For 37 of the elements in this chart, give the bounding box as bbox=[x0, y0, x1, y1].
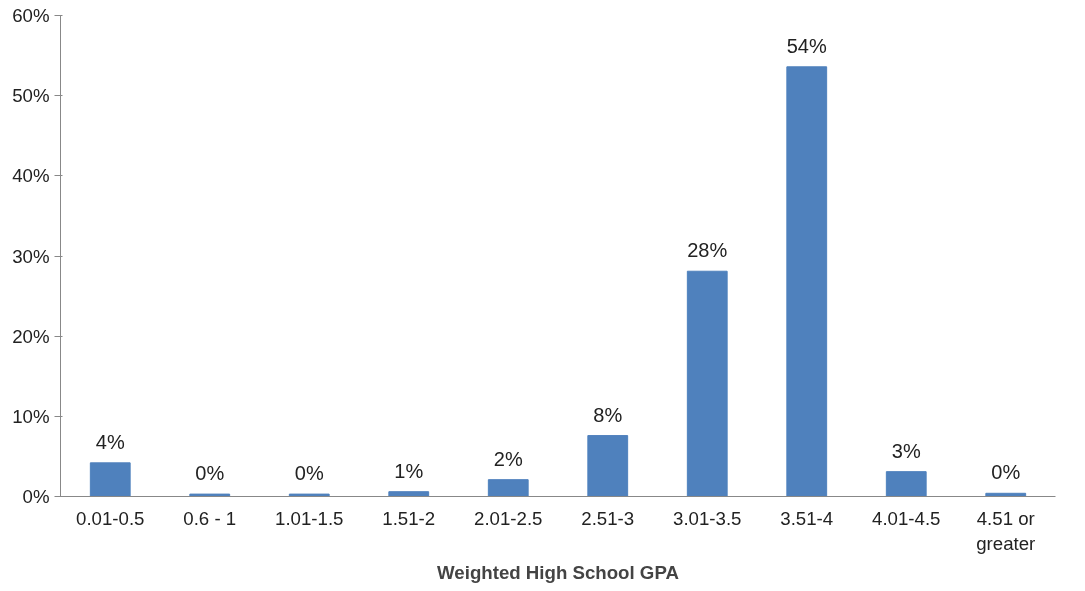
bar bbox=[189, 493, 231, 497]
data-label: 1% bbox=[394, 459, 424, 482]
y-tick-label: 20% bbox=[12, 325, 50, 347]
x-tick-label: 0.6 - 1 bbox=[183, 507, 237, 529]
data-label: 3% bbox=[891, 439, 921, 462]
data-label: 54% bbox=[786, 34, 827, 57]
x-tick-label: 4.01-4.5 bbox=[872, 507, 941, 529]
bar bbox=[288, 493, 330, 497]
bar bbox=[786, 66, 828, 497]
data-label: 8% bbox=[593, 403, 623, 426]
y-tick-label: 60% bbox=[12, 5, 50, 26]
data-label: 0% bbox=[195, 462, 225, 485]
data-label: 28% bbox=[687, 239, 728, 262]
y-tick-label: 10% bbox=[12, 405, 50, 427]
bar bbox=[686, 270, 728, 497]
x-tick-label: 1.01-1.5 bbox=[275, 507, 344, 529]
x-tick-label: 2.01-2.5 bbox=[474, 507, 543, 529]
y-tick-label: 50% bbox=[12, 85, 50, 107]
data-label: 2% bbox=[493, 447, 523, 470]
data-label: 0% bbox=[991, 461, 1021, 484]
x-tick-label: 1.51-2 bbox=[382, 507, 436, 529]
y-tick-label: 0% bbox=[22, 486, 50, 507]
bar bbox=[89, 462, 131, 497]
x-tick-label: 2.51-3 bbox=[581, 507, 635, 529]
y-tick-label: 40% bbox=[12, 165, 50, 187]
x-axis-title: Weighted High School GPA bbox=[437, 561, 679, 583]
x-tick-label: 3.01-3.5 bbox=[673, 507, 742, 529]
bar bbox=[388, 491, 430, 497]
data-label: 0% bbox=[294, 462, 324, 485]
x-tick-label: 3.51-4 bbox=[780, 507, 834, 529]
x-tick-label: 0.01-0.5 bbox=[76, 507, 145, 529]
y-tick-label: 30% bbox=[12, 245, 50, 267]
bar bbox=[885, 471, 927, 497]
data-label: 4% bbox=[95, 430, 125, 453]
bar bbox=[487, 479, 529, 497]
x-tick-label: 4.51 or greater bbox=[976, 507, 1036, 554]
bar bbox=[587, 435, 629, 497]
